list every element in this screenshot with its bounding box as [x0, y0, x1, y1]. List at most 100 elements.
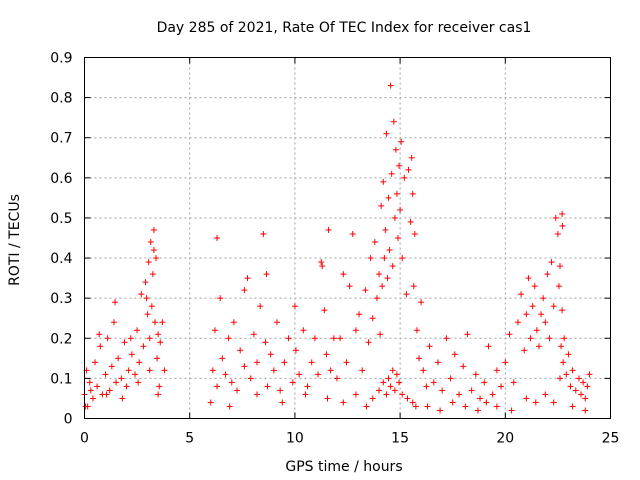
data-point [112, 299, 119, 306]
data-point [161, 367, 168, 374]
data-point [292, 347, 299, 354]
data-point [554, 230, 561, 237]
data-point [96, 331, 103, 338]
data-point [506, 331, 513, 338]
y-tick-label: 0.9 [50, 51, 72, 67]
data-point [387, 82, 394, 89]
data-point [388, 170, 395, 177]
data-point [257, 303, 264, 310]
data-point [376, 387, 383, 394]
data-point [523, 311, 530, 318]
data-point [582, 395, 589, 402]
data-point [241, 363, 248, 370]
y-tick-label: 0.4 [50, 251, 72, 267]
data-point [408, 154, 415, 161]
data-point [155, 331, 162, 338]
data-point [456, 391, 463, 398]
data-point [430, 379, 437, 386]
data-point [226, 403, 233, 410]
data-point [485, 343, 492, 350]
data-point [548, 259, 555, 266]
data-point [207, 399, 214, 406]
data-point [403, 291, 410, 298]
data-point [420, 367, 427, 374]
data-point [324, 395, 331, 402]
data-point [359, 367, 366, 374]
data-point [472, 371, 479, 378]
data-point [538, 311, 545, 318]
data-point [498, 383, 505, 390]
data-points [81, 82, 593, 414]
data-point [409, 190, 416, 197]
data-point [219, 355, 226, 362]
data-point [410, 283, 417, 290]
data-point [209, 367, 216, 374]
data-point [228, 379, 235, 386]
data-point [394, 235, 401, 241]
data-point [311, 335, 318, 342]
data-point [369, 395, 376, 402]
data-point [525, 275, 532, 282]
data-point [254, 359, 261, 366]
x-tick-label: 0 [80, 431, 89, 447]
data-point [89, 395, 96, 402]
data-point [304, 383, 311, 390]
data-point [108, 363, 115, 370]
y-tick-label: 0.5 [50, 211, 72, 227]
data-point [154, 355, 161, 362]
axis-ticks: 0 0.1 0.2 0.3 0.4 0.5 0.6 0.7 0.8 0.9 0 5 10 15 20 25 [50, 51, 619, 447]
data-point [380, 379, 387, 386]
data-point [483, 399, 490, 406]
data-point [391, 387, 398, 394]
data-point [376, 271, 383, 278]
data-point [390, 118, 397, 125]
data-point [260, 230, 267, 237]
data-point [439, 387, 446, 394]
data-point [532, 399, 539, 406]
chart-title: Day 285 of 2021, Rate Of TEC Index for r… [157, 20, 532, 36]
data-point [222, 371, 229, 378]
data-point [214, 235, 221, 241]
data-point [150, 226, 157, 233]
data-point [542, 319, 549, 326]
data-point [563, 371, 570, 378]
data-point [389, 367, 396, 374]
data-point [523, 395, 530, 402]
data-point [423, 383, 430, 390]
data-point [381, 255, 388, 262]
data-point [398, 138, 405, 145]
data-point [87, 387, 94, 394]
data-point [244, 275, 251, 282]
data-point [561, 335, 568, 342]
data-point [379, 283, 386, 290]
y-tick-label: 0.7 [50, 131, 72, 147]
data-point [151, 319, 158, 326]
data-point [127, 335, 134, 342]
data-point [460, 363, 467, 370]
data-point [153, 255, 160, 262]
data-point [559, 210, 566, 217]
data-point [518, 291, 525, 298]
data-point [159, 319, 166, 326]
data-point [356, 311, 363, 318]
data-point [468, 387, 475, 394]
data-point [546, 335, 553, 342]
data-point [578, 391, 585, 398]
data-point [217, 295, 224, 302]
data-point [128, 351, 135, 358]
data-point [281, 359, 288, 366]
data-point [247, 375, 254, 382]
data-point [382, 226, 389, 233]
data-point [325, 226, 332, 233]
data-point [149, 271, 156, 278]
data-point [140, 343, 147, 350]
data-point [407, 218, 414, 225]
data-point [118, 375, 125, 382]
data-point [277, 387, 284, 394]
data-point [443, 335, 450, 342]
data-point [462, 403, 469, 410]
data-point [135, 379, 142, 386]
data-point [270, 367, 277, 374]
data-point [413, 327, 420, 334]
data-point [102, 371, 109, 378]
